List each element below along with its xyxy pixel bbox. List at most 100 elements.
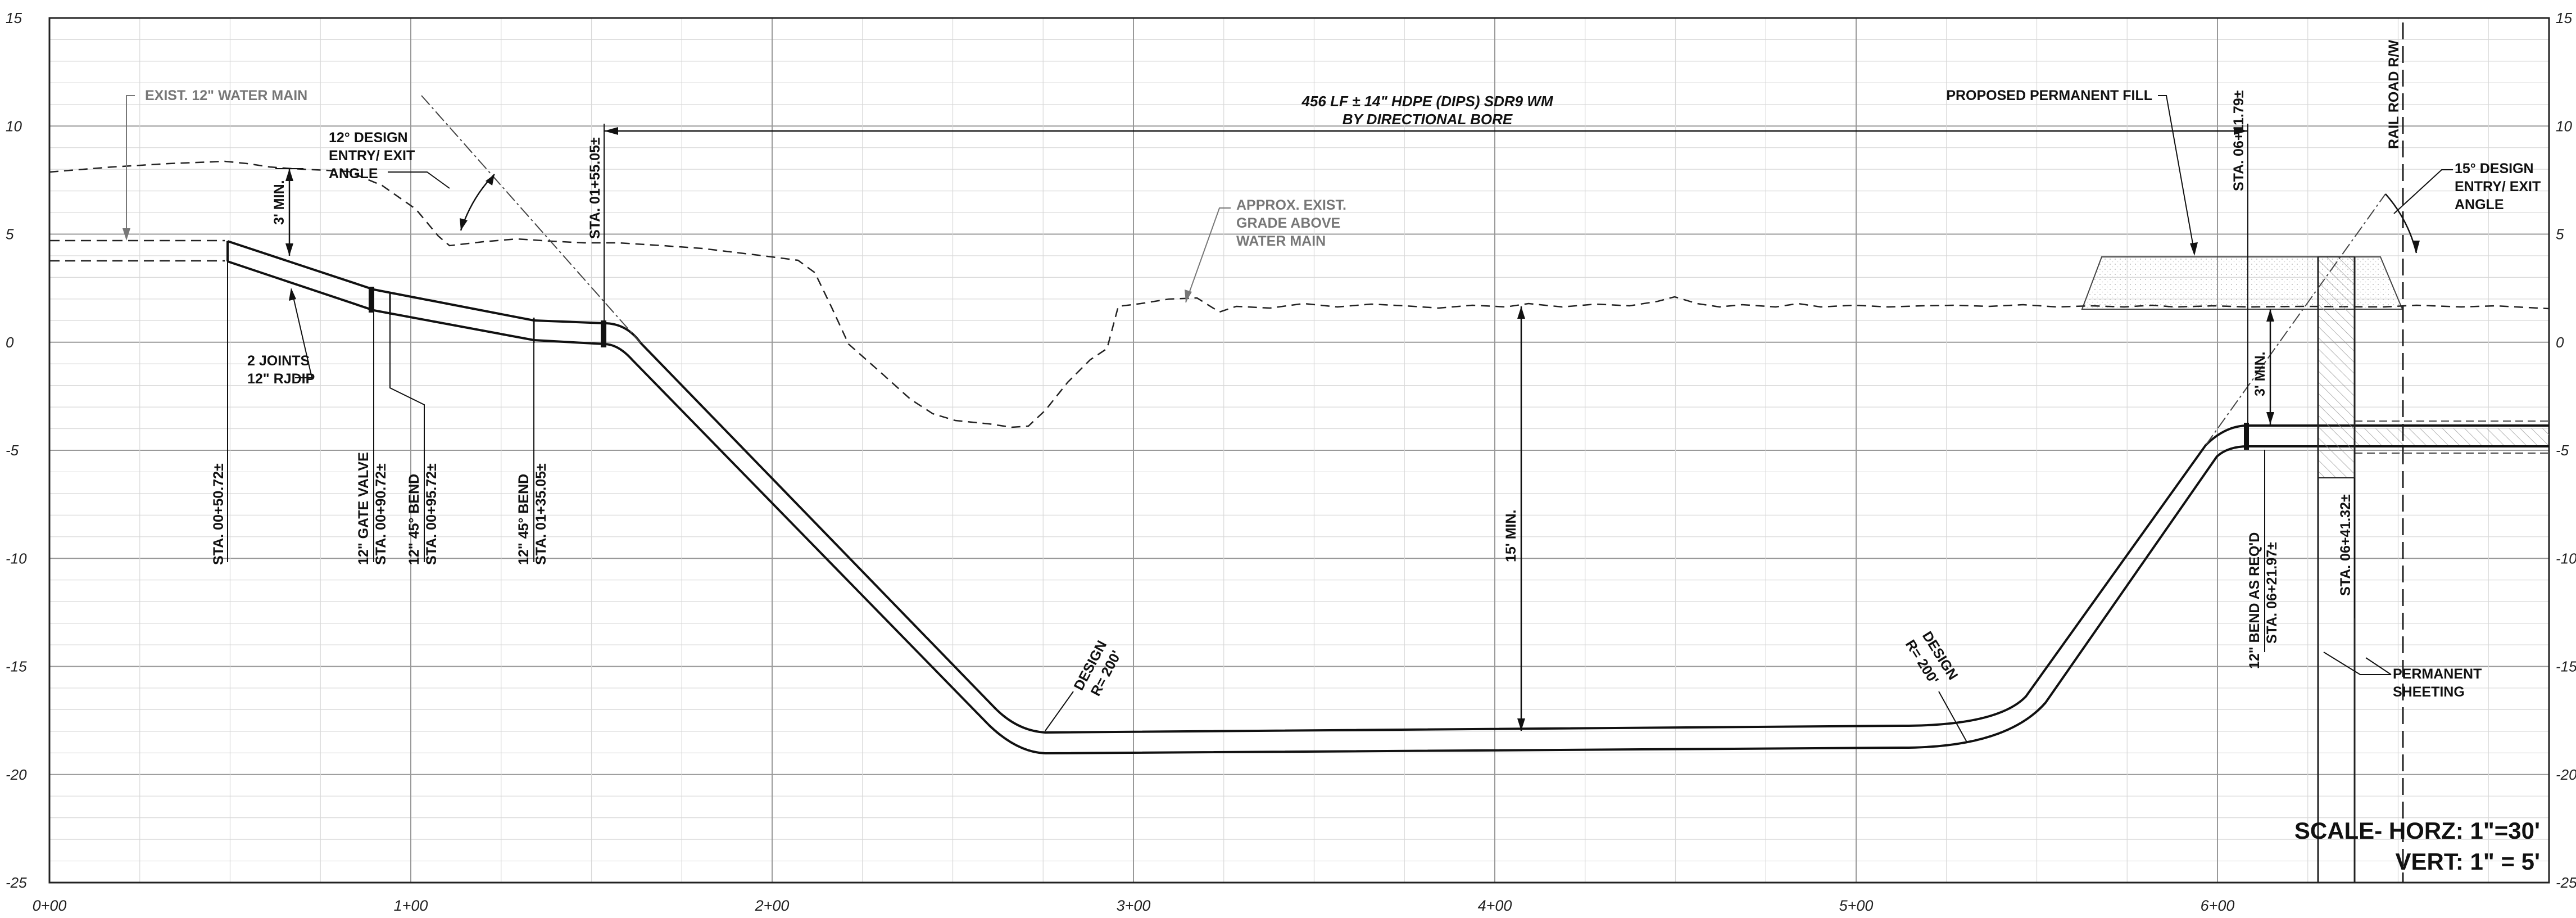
- sheeting-leader-1: [2323, 652, 2391, 675]
- fill-leader: [2158, 95, 2195, 254]
- min-cover-right-label: 3' MIN.: [2252, 351, 2268, 396]
- bore-title-line1: 456 LF ± 14" HDPE (DIPS) SDR9 WM: [1301, 93, 1553, 110]
- transition-fitting-611: [2244, 423, 2249, 450]
- y-tick-label-right: -10: [2556, 550, 2576, 567]
- exist-water-main-note: EXIST. 12" WATER MAIN: [145, 88, 307, 103]
- y-tick-label-left: -20: [6, 766, 27, 783]
- grade-above-leader: [1185, 207, 1231, 303]
- proposed-pipe-top: [227, 240, 2549, 734]
- design-angle-left-line2: ENTRY/ EXIT: [329, 148, 415, 164]
- design-angle-left-line1: 12° DESIGN: [329, 130, 408, 146]
- plot-frame: [48, 17, 2550, 884]
- joints-leader: [292, 292, 313, 378]
- bend-621-label: 12" BEND AS REQ'D: [2247, 532, 2262, 669]
- design-angle-right-line1: 15° DESIGN: [2455, 161, 2534, 177]
- y-tick-label-right: 15: [2556, 10, 2572, 26]
- railroad-row-label: RAIL ROAD R/W: [2386, 40, 2402, 149]
- entry-angle-guide-left: [421, 95, 641, 343]
- station-135-label: STA. 01+35.05±: [533, 463, 549, 565]
- sheeting-leader-2: [2365, 657, 2392, 675]
- min-cover-center-arrow-bottom: [1517, 718, 1525, 731]
- grade-above-line2: GRADE ABOVE: [1236, 215, 1340, 231]
- permanent-sheeting-hatched: [2318, 256, 2355, 478]
- x-tick-label: 3+00: [1117, 897, 1151, 914]
- station-641-label: STA. 06+41.32±: [2338, 494, 2353, 596]
- min-cover-left-label: 3' MIN.: [271, 180, 287, 225]
- transition-fitting-155: [601, 320, 606, 347]
- bore-arrow-left: [604, 127, 618, 135]
- bore-arrow-right: [2234, 127, 2248, 135]
- scale-vertical: VERT: 1" = 5': [2396, 848, 2541, 875]
- y-tick-label-left: -15: [6, 658, 27, 675]
- min-cover-right-arrow-bottom: [2266, 412, 2274, 424]
- joints-line1: 2 JOINTS: [247, 353, 310, 369]
- min-cover-center-label: 15' MIN.: [1503, 510, 1519, 562]
- sheeting-line2: SHEETING: [2393, 684, 2465, 700]
- radius-right-leader: [1938, 691, 1967, 743]
- min-cover-center-arrow-top: [1517, 306, 1525, 319]
- grade-above-line3: WATER MAIN: [1236, 233, 1326, 249]
- x-tick-label: 5+00: [1839, 897, 1874, 914]
- sheeting-line1: PERMANENT: [2393, 666, 2482, 682]
- design-angle-left-leader: [388, 171, 450, 189]
- y-tick-label-right: -25: [2556, 874, 2576, 891]
- exist-water-main-leader: [126, 95, 135, 233]
- exist-water-main-arrow: [123, 228, 130, 241]
- design-angle-right-line3: ANGLE: [2455, 197, 2504, 212]
- min-cover-right-arrow-top: [2266, 309, 2274, 322]
- y-axis-labels-right: 15 10 5 0 -5 -10 -15 -20 -25: [2556, 10, 2576, 891]
- y-tick-label-right: -15: [2556, 658, 2576, 675]
- station-611-label: STA. 06+11.79±: [2231, 90, 2247, 191]
- proposed-fill-note: PROPOSED PERMANENT FILL: [1946, 88, 2152, 103]
- station-090-label: STA. 00+90.72±: [373, 463, 389, 565]
- radius-left-leader: [1045, 691, 1074, 731]
- x-tick-label: 0+00: [33, 897, 67, 914]
- station-095-label: STA. 00+95.72±: [424, 463, 439, 565]
- bend-095-label: 12" 45° BEND: [406, 474, 422, 565]
- y-tick-label-left: -25: [6, 874, 27, 891]
- angle-arc-right-arrow: [2412, 241, 2420, 253]
- grade-above-arrow: [1185, 290, 1192, 302]
- station-155-label: STA. 01+55.05±: [587, 137, 603, 239]
- x-tick-label: 6+00: [2201, 897, 2235, 914]
- gate-valve-label: 12" GATE VALVE: [356, 452, 371, 565]
- y-tick-label-right: 0: [2556, 334, 2564, 351]
- y-axis-labels-left: 15 10 5 0 -5 -10 -15 -20 -25: [6, 10, 27, 891]
- angle-arc-right: [2385, 193, 2418, 254]
- design-angle-right-line2: ENTRY/ EXIT: [2455, 179, 2541, 195]
- pipe-casing-hatch: [2355, 428, 2549, 445]
- x-tick-label: 1+00: [394, 897, 428, 914]
- x-tick-label: 4+00: [1478, 897, 1512, 914]
- y-tick-label-right: -20: [2556, 766, 2576, 783]
- grade-above-line1: APPROX. EXIST.: [1236, 197, 1346, 213]
- y-tick-label-right: -5: [2556, 442, 2569, 459]
- proposed-pipe-bottom: [227, 260, 2549, 755]
- sta-095-leader: [389, 315, 425, 562]
- joints-line2: 12" RJDIP: [247, 371, 315, 387]
- y-tick-label-left: 0: [6, 334, 14, 351]
- y-tick-label-right: 10: [2556, 117, 2572, 134]
- angle-arc-left-arrow: [486, 174, 495, 186]
- design-angle-right-leader: [2393, 169, 2453, 214]
- x-axis-labels: 0+00 1+00 2+00 3+00 4+00 5+00 6+00: [33, 897, 2235, 914]
- y-tick-label-right: 5: [2556, 226, 2564, 243]
- design-angle-left-line3: ANGLE: [329, 166, 378, 182]
- x-tick-label: 2+00: [755, 897, 790, 914]
- scale-horizontal: SCALE- HORZ: 1"=30': [2294, 817, 2540, 844]
- y-tick-label-left: 15: [6, 10, 22, 26]
- min-cover-left-arrow-bottom: [285, 243, 293, 256]
- gate-valve-fitting: [369, 287, 374, 313]
- y-tick-label-left: 10: [6, 117, 22, 134]
- angle-arc-left-arrow2: [460, 218, 468, 230]
- fill-arrow: [2190, 242, 2198, 256]
- station-621-label: STA. 06+21.97±: [2264, 542, 2280, 644]
- exit-angle-guide-right: [2205, 193, 2386, 446]
- bore-title-line2: BY DIRECTIONAL BORE: [1343, 111, 1513, 128]
- y-tick-label-left: -10: [6, 550, 27, 567]
- y-tick-label-left: -5: [6, 442, 19, 459]
- bend-135-label: 12" 45° BEND: [516, 474, 532, 565]
- min-cover-left-arrow-top: [285, 169, 293, 181]
- existing-grade-line: [49, 160, 2550, 428]
- joints-arrow: [289, 288, 296, 301]
